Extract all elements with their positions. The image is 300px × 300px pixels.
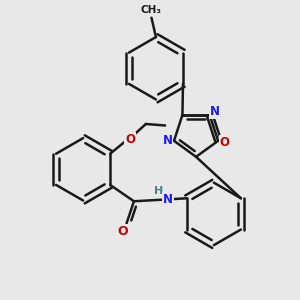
- Text: N: N: [163, 193, 173, 206]
- Text: N: N: [163, 134, 172, 147]
- Text: O: O: [220, 136, 230, 149]
- Text: H: H: [154, 187, 164, 196]
- Text: N: N: [210, 105, 220, 118]
- Text: O: O: [118, 225, 128, 239]
- Text: CH₃: CH₃: [141, 5, 162, 15]
- Text: O: O: [125, 133, 135, 146]
